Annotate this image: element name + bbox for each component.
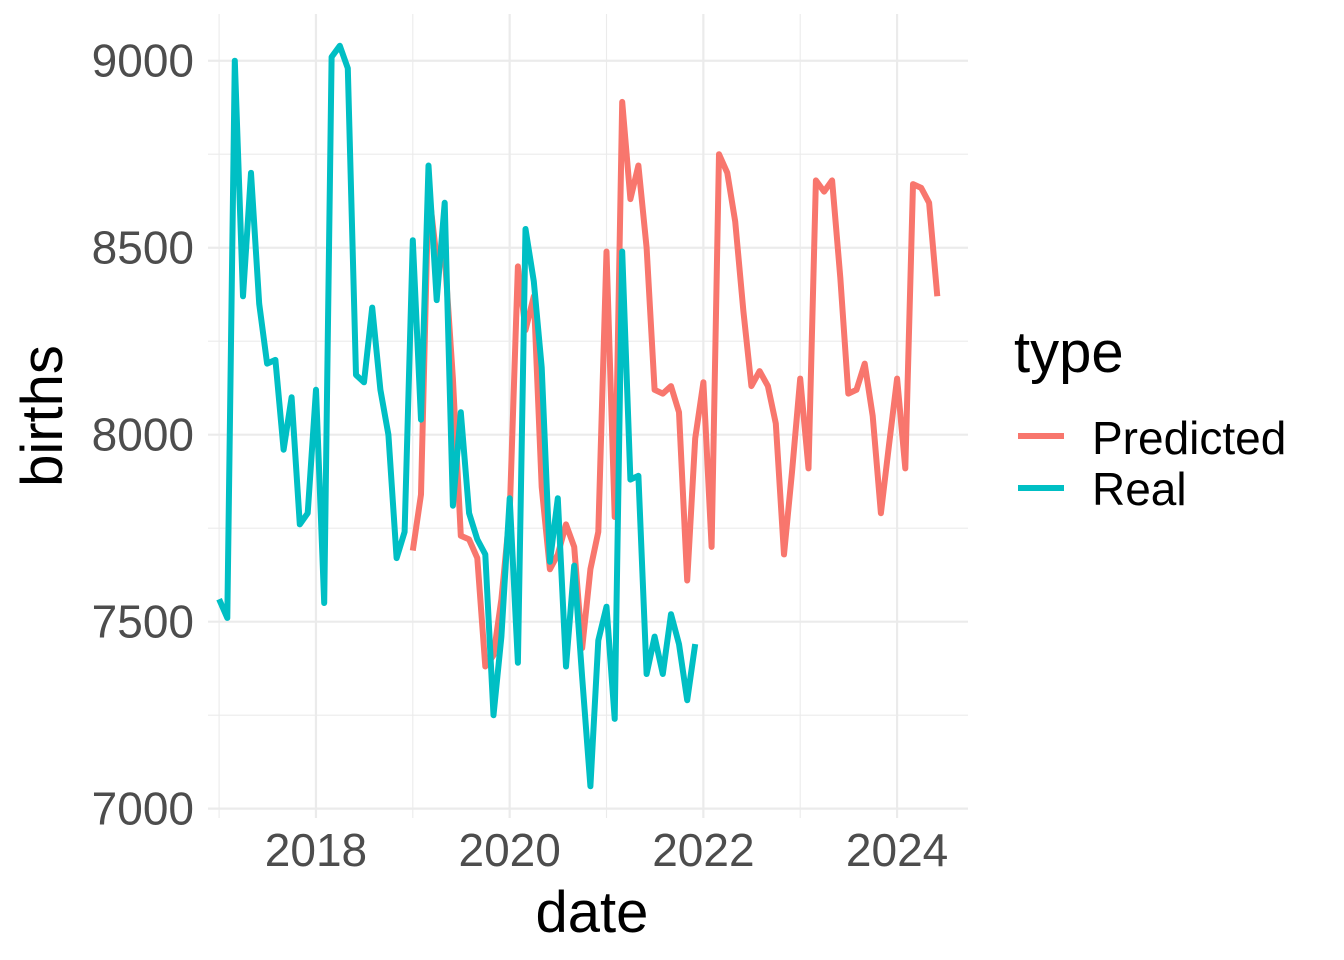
legend: type Predicted Real bbox=[1014, 320, 1286, 515]
y-tick-label: 7000 bbox=[92, 783, 194, 835]
legend-title: type bbox=[1014, 320, 1124, 385]
x-tick-label: 2024 bbox=[846, 824, 948, 876]
series-line-real bbox=[216, 42, 699, 790]
y-tick-label: 8500 bbox=[92, 222, 194, 274]
y-axis-ticks: 7000 7500 8000 8500 9000 bbox=[92, 35, 194, 835]
series-lines bbox=[216, 42, 941, 790]
y-axis-title: births bbox=[10, 345, 75, 487]
legend-label-real: Real bbox=[1092, 463, 1187, 515]
series-line-predicted bbox=[409, 98, 941, 670]
x-tick-label: 2020 bbox=[458, 824, 560, 876]
x-axis-ticks: 2018 2020 2022 2024 bbox=[265, 824, 948, 876]
grid bbox=[208, 14, 968, 818]
x-tick-label: 2018 bbox=[265, 824, 367, 876]
x-axis-title: date bbox=[536, 880, 649, 945]
y-tick-label: 9000 bbox=[92, 35, 194, 87]
y-tick-label: 8000 bbox=[92, 409, 194, 461]
x-tick-label: 2022 bbox=[652, 824, 754, 876]
y-tick-label: 7500 bbox=[92, 596, 194, 648]
legend-label-predicted: Predicted bbox=[1092, 412, 1286, 464]
